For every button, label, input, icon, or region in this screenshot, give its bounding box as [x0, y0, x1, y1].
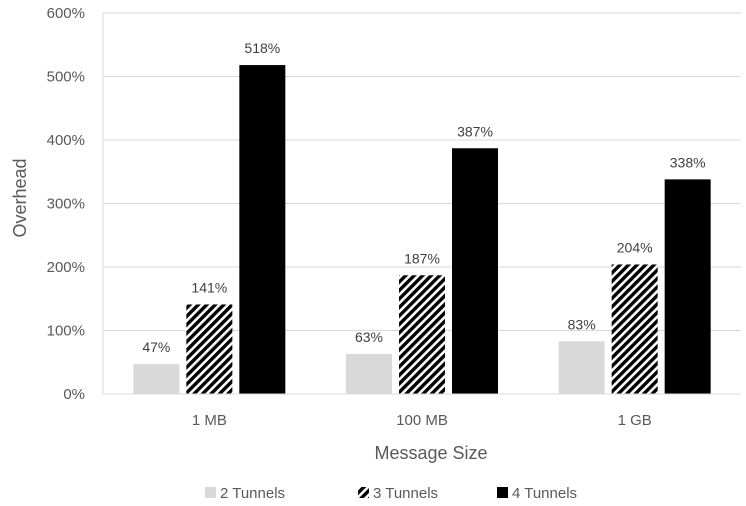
y-tick-label: 0% — [63, 386, 85, 403]
legend-swatch — [358, 487, 369, 498]
bar — [611, 264, 658, 394]
bar — [186, 304, 233, 394]
legend-swatch — [497, 487, 508, 498]
x-tick-label: 100 MB — [396, 412, 448, 429]
y-tick-label: 600% — [47, 5, 85, 22]
bars — [133, 65, 711, 394]
data-label: 518% — [244, 40, 280, 56]
axes: 0% 100% 200% 300% 400% 500% 600% 1 MB 100 MB 1 GB — [47, 5, 741, 429]
bar — [452, 148, 498, 394]
legend: 2 Tunnels 3 Tunnels 4 Tunnels — [205, 485, 577, 502]
data-label: 338% — [670, 154, 706, 170]
legend-label: 3 Tunnels — [373, 485, 438, 502]
legend-label: 4 Tunnels — [512, 485, 577, 502]
y-tick-label: 200% — [47, 259, 85, 276]
legend-swatch — [205, 487, 216, 498]
bar — [239, 65, 286, 394]
y-tick-label: 300% — [47, 196, 85, 213]
y-tick-label: 400% — [47, 132, 85, 149]
bar — [558, 341, 605, 394]
data-label: 47% — [142, 339, 170, 355]
bar — [346, 353, 392, 394]
data-label: 204% — [617, 239, 653, 255]
data-label: 83% — [568, 316, 596, 332]
legend-label: 2 Tunnels — [220, 485, 285, 502]
data-labels: 47% 141% 518% 63% 187% 387% 83% 204% 338% — [142, 40, 705, 355]
y-tick-label: 500% — [47, 69, 85, 86]
x-axis-title: Message Size — [374, 443, 487, 463]
y-axis-title: Overhead — [10, 158, 30, 237]
data-label: 187% — [404, 250, 440, 266]
data-label: 141% — [191, 279, 227, 295]
bar — [664, 179, 711, 394]
data-label: 63% — [355, 329, 383, 345]
bar — [133, 364, 180, 394]
data-label: 387% — [457, 123, 493, 139]
bar — [399, 275, 445, 394]
x-tick-label: 1 GB — [618, 412, 652, 429]
y-tick-label: 100% — [47, 323, 85, 340]
x-tick-label: 1 MB — [192, 412, 227, 429]
